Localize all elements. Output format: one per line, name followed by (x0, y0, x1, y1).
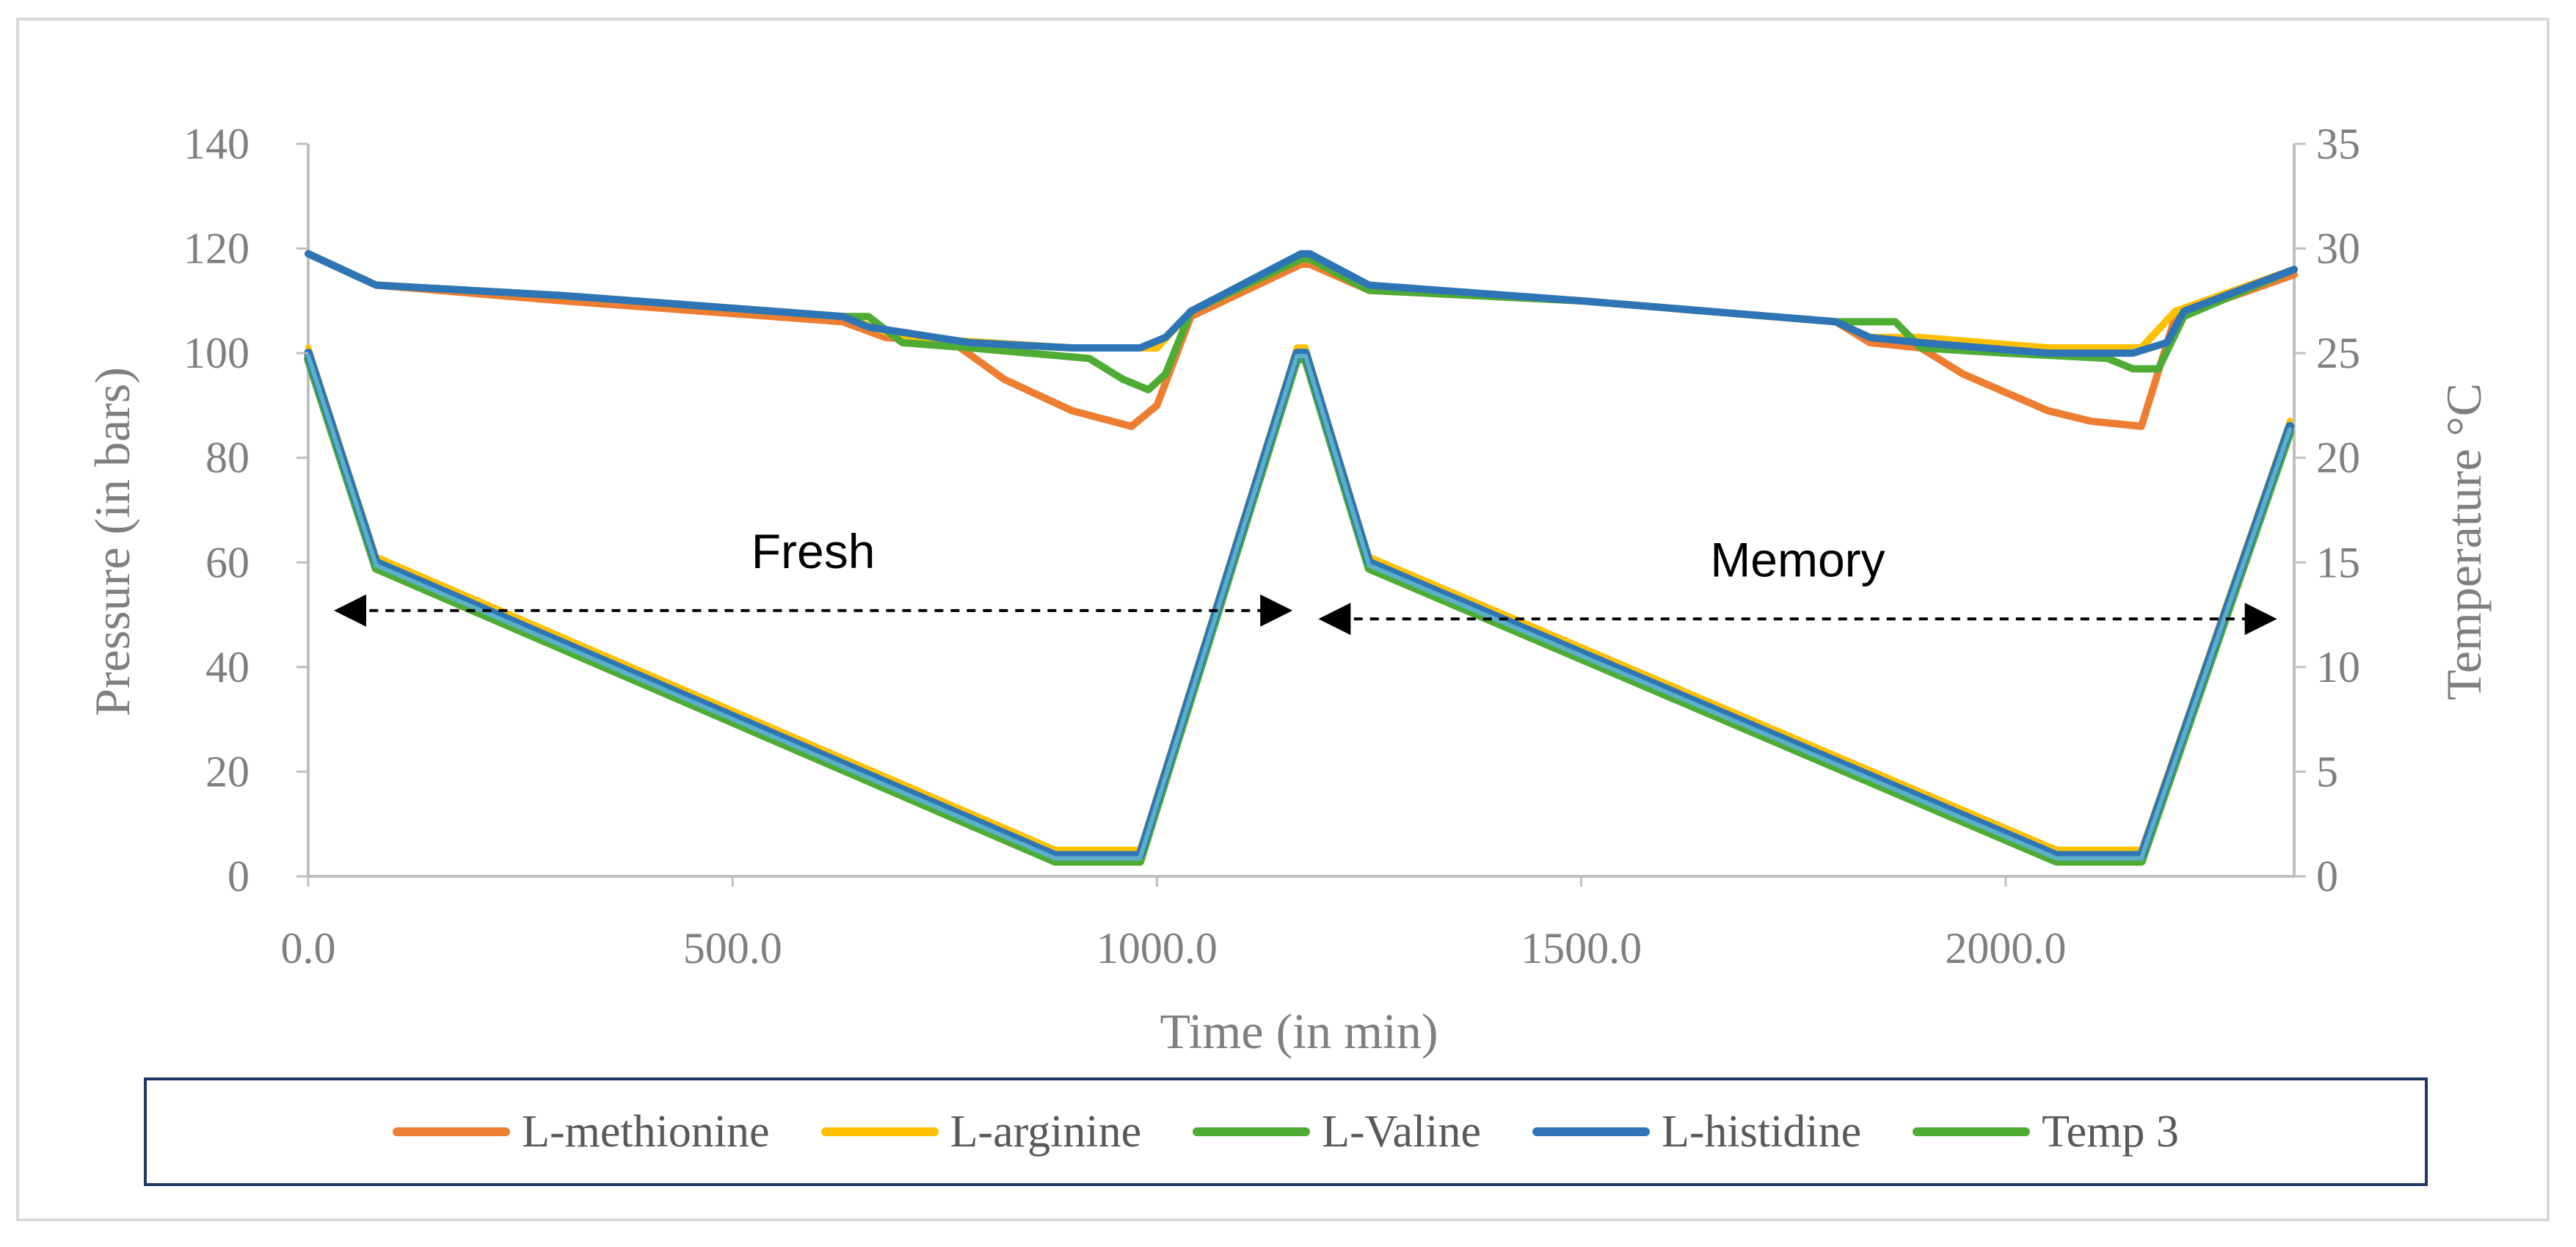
y2-axis-title: Temperature °C (2436, 383, 2492, 700)
y2-tick-label: 10 (2316, 643, 2360, 691)
y2-tick-label: 25 (2316, 329, 2360, 377)
series-temp-3-line (304, 355, 2295, 866)
legend-item: L-methionine (393, 1106, 770, 1158)
x-tick-label: 0.0 (281, 924, 336, 972)
annotation-label: Fresh (752, 524, 876, 578)
y-tick-label: 100 (183, 329, 250, 377)
series-l-methionine-line (305, 250, 2298, 430)
y-axis-title: Pressure (in bars) (84, 367, 140, 716)
y-tick-label: 20 (205, 747, 250, 796)
y2-tick-label: 30 (2316, 225, 2360, 273)
x-axis-title: Time (in min) (1160, 1003, 1438, 1059)
legend: L-methionine L-arginine L-Valine L-histidin… (144, 1077, 2428, 1186)
y-tick-label: 60 (205, 538, 250, 586)
x-tick-label: 500.0 (683, 924, 782, 972)
legend-swatch (821, 1127, 939, 1136)
annotation-label: Memory (1710, 532, 1885, 586)
legend-label: L-arginine (950, 1106, 1142, 1157)
series-temp-3-band-mid (304, 349, 2295, 860)
x-tick-label: 2000.0 (1945, 924, 2066, 972)
y2-tick-label: 15 (2316, 538, 2360, 586)
x-tick-label: 1500.0 (1521, 924, 1642, 972)
legend-swatch (1532, 1127, 1651, 1136)
y2-tick-label: 20 (2316, 434, 2360, 482)
y-tick-label: 140 (183, 120, 250, 168)
legend-label: L-Valine (1322, 1106, 1482, 1157)
y-tick-label: 0 (228, 852, 250, 901)
legend-item: Temp 3 (1913, 1106, 2179, 1158)
y2-tick-label: 0 (2316, 852, 2338, 901)
y2-tick-label: 35 (2316, 120, 2360, 168)
y-tick-label: 40 (205, 643, 250, 691)
series-l-histidine-line (305, 250, 2298, 357)
legend-swatch (393, 1127, 511, 1136)
legend-label: Temp 3 (2042, 1106, 2179, 1157)
y-tick-label: 80 (205, 434, 250, 482)
series-temp-3-band-highlight (306, 354, 2293, 861)
legend-item: L-Valine (1193, 1106, 1481, 1158)
legend-item: L-arginine (821, 1106, 1142, 1158)
legend-item: L-histidine (1532, 1106, 1861, 1158)
series-l-valine-line (305, 250, 2298, 393)
legend-label: L-histidine (1662, 1106, 1862, 1157)
y2-tick-label: 5 (2316, 747, 2338, 796)
legend-swatch (1913, 1127, 2031, 1136)
series-temp-3-band-upper (305, 344, 2293, 853)
x-tick-label: 1000.0 (1096, 924, 1218, 972)
legend-label: L-methionine (522, 1106, 770, 1157)
y-tick-label: 120 (183, 225, 250, 273)
legend-swatch (1193, 1127, 1311, 1136)
